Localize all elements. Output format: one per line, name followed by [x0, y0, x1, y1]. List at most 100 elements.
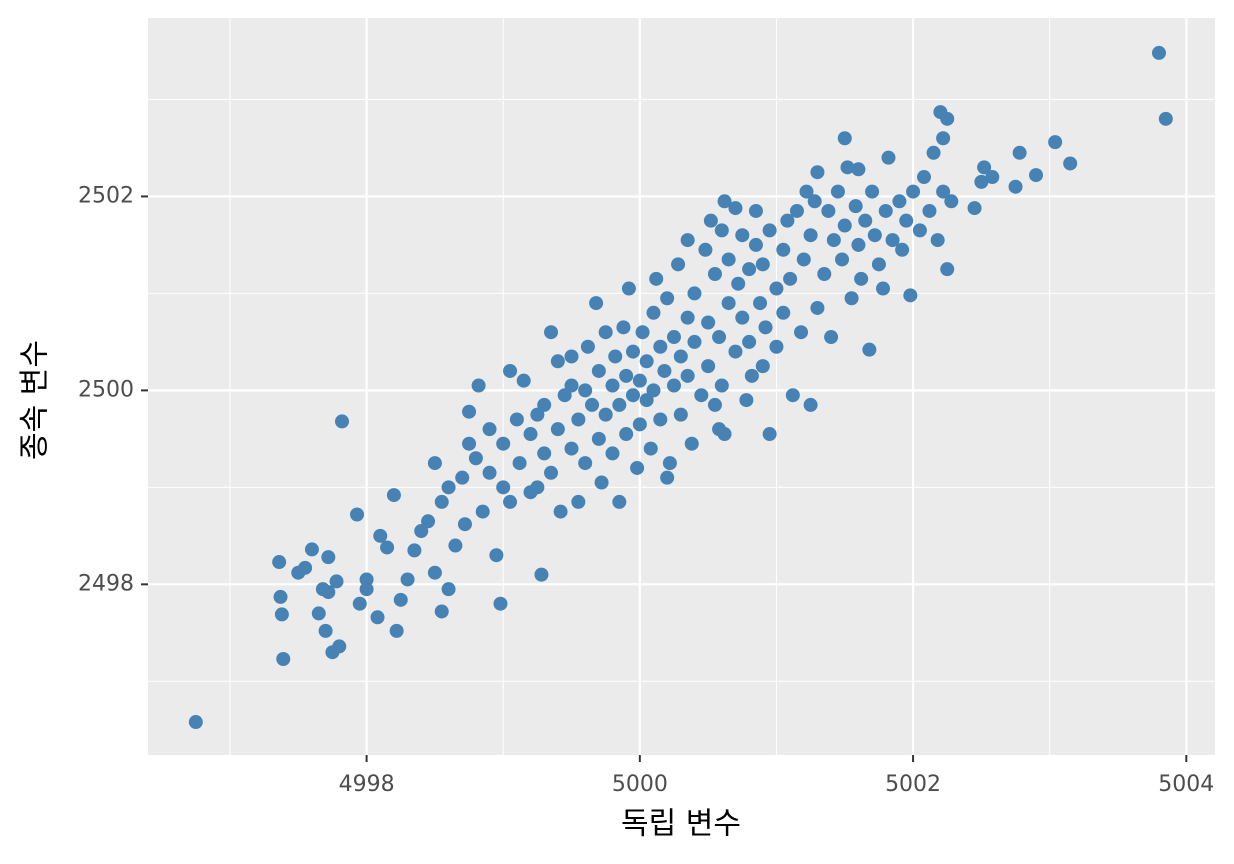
point — [649, 271, 664, 286]
point — [944, 194, 959, 209]
point — [721, 252, 736, 267]
point — [799, 184, 814, 199]
point — [632, 417, 647, 432]
point — [630, 460, 645, 475]
point — [318, 623, 333, 638]
x-tick-label: 4998 — [339, 772, 395, 797]
point — [496, 436, 511, 451]
point — [684, 436, 699, 451]
point — [758, 320, 773, 335]
point — [370, 610, 385, 625]
point — [534, 567, 549, 582]
point — [1048, 135, 1063, 150]
point — [544, 465, 559, 480]
point — [448, 538, 463, 553]
point — [407, 543, 422, 558]
point — [867, 228, 882, 243]
point — [796, 252, 811, 267]
point — [537, 397, 552, 412]
point — [794, 325, 809, 340]
point — [721, 296, 736, 311]
point — [680, 368, 695, 383]
point — [626, 388, 640, 403]
point — [735, 310, 750, 325]
point — [830, 184, 845, 199]
point — [434, 494, 449, 509]
point — [753, 296, 768, 311]
point — [657, 363, 672, 378]
point — [589, 296, 604, 311]
point — [807, 194, 822, 209]
point — [673, 349, 688, 364]
point — [359, 582, 374, 597]
point — [482, 465, 497, 480]
point — [455, 470, 470, 485]
point — [917, 170, 931, 185]
point — [434, 604, 449, 619]
point — [862, 342, 877, 357]
x-tick-label: 5002 — [885, 772, 941, 797]
point — [571, 412, 586, 427]
point — [662, 456, 677, 471]
point — [848, 199, 863, 214]
point — [707, 267, 722, 282]
point — [785, 388, 800, 403]
point — [912, 223, 927, 238]
point — [605, 446, 620, 461]
point — [311, 606, 326, 621]
point — [530, 407, 545, 422]
point — [783, 271, 798, 286]
point — [707, 397, 722, 412]
point — [776, 242, 791, 257]
point — [714, 378, 729, 393]
point — [598, 325, 613, 340]
point — [922, 203, 937, 218]
point — [475, 504, 490, 519]
point — [427, 456, 442, 471]
point — [680, 233, 695, 248]
point — [598, 407, 613, 422]
point — [1008, 179, 1023, 194]
point — [1158, 111, 1173, 126]
point — [666, 330, 681, 345]
point — [837, 218, 852, 233]
point — [612, 494, 627, 509]
point — [550, 422, 565, 437]
point — [639, 354, 654, 369]
y-tick-label: 2502 — [78, 183, 134, 208]
point — [687, 334, 702, 349]
point — [553, 504, 568, 519]
point — [291, 565, 306, 580]
point — [468, 451, 483, 466]
point — [840, 160, 855, 175]
point — [621, 281, 636, 296]
point — [803, 228, 818, 243]
point — [564, 378, 579, 393]
point — [585, 397, 600, 412]
point — [673, 407, 688, 422]
point — [803, 397, 818, 412]
point — [276, 651, 291, 666]
point — [530, 480, 545, 495]
point — [858, 213, 873, 228]
point — [703, 213, 718, 228]
point — [985, 170, 1000, 185]
point — [748, 237, 763, 252]
x-axis-title: 독립 변수 — [621, 807, 741, 842]
point — [329, 574, 344, 589]
point — [871, 257, 886, 272]
point — [885, 233, 900, 248]
point — [350, 507, 365, 522]
point — [503, 363, 518, 378]
point — [605, 378, 620, 393]
point — [462, 404, 477, 419]
point — [516, 373, 531, 388]
point — [550, 354, 565, 369]
point — [739, 393, 754, 408]
point — [940, 262, 955, 277]
point — [694, 388, 709, 403]
point — [427, 565, 442, 580]
point — [544, 325, 559, 340]
point — [462, 436, 477, 451]
